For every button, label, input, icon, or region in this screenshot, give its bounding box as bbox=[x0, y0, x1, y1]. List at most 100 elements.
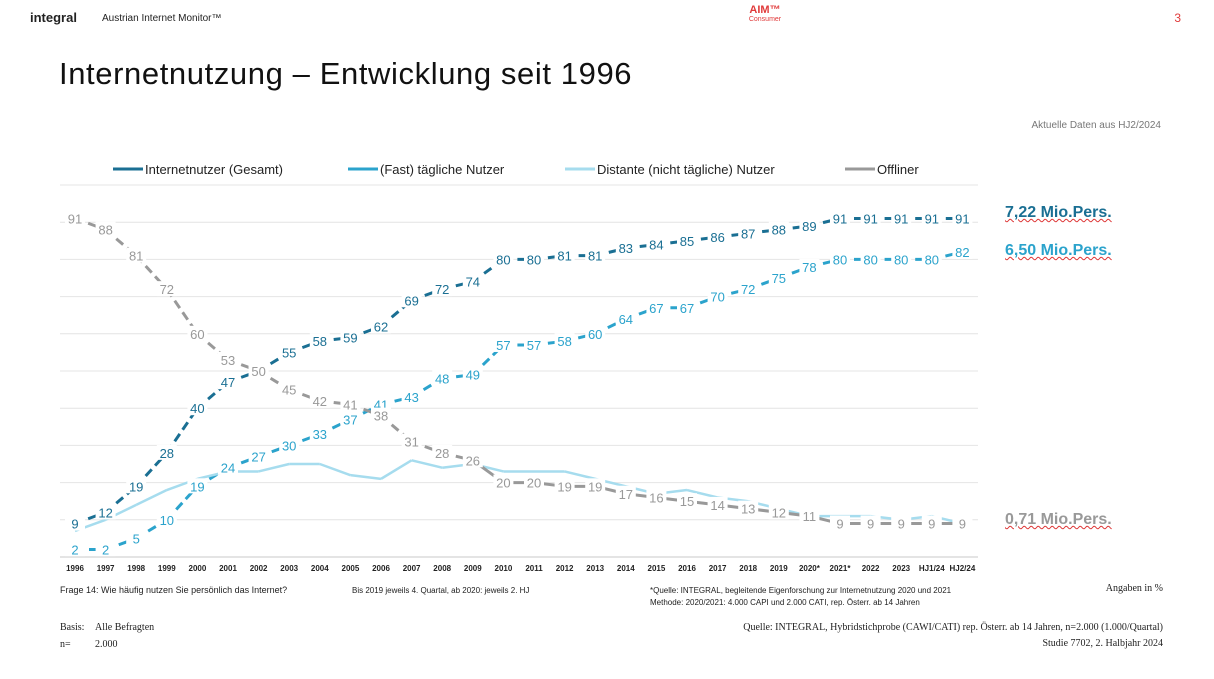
data-label: 72 bbox=[160, 282, 174, 297]
data-label: 70 bbox=[710, 290, 724, 305]
series-line-segment bbox=[319, 462, 351, 477]
data-label: 82 bbox=[955, 245, 969, 260]
series-line-segment bbox=[411, 459, 443, 469]
data-label-bg bbox=[738, 500, 759, 516]
data-label-bg bbox=[646, 489, 667, 505]
series-line-segment bbox=[564, 470, 596, 481]
x-tick-label: HJ1/24 bbox=[919, 564, 945, 573]
chart-legend: Internetnutzer (Gesamt) (Fast) tägliche N… bbox=[113, 162, 919, 177]
data-label: 27 bbox=[251, 450, 265, 465]
x-tick-label: 2023 bbox=[892, 564, 910, 573]
data-label-bg bbox=[615, 310, 636, 326]
data-label-bg bbox=[921, 515, 942, 531]
data-label: 43 bbox=[404, 390, 418, 405]
x-tick-label: 2001 bbox=[219, 564, 237, 573]
data-label: 91 bbox=[863, 211, 877, 226]
data-label: 62 bbox=[374, 319, 388, 334]
data-label-bg bbox=[309, 426, 330, 442]
data-label: 67 bbox=[649, 301, 663, 316]
data-label-bg bbox=[493, 474, 514, 490]
data-label: 50 bbox=[251, 364, 265, 379]
data-label-bg bbox=[554, 333, 575, 349]
data-label-bg bbox=[462, 273, 483, 289]
data-label: 48 bbox=[435, 371, 449, 386]
data-label: 74 bbox=[466, 275, 480, 290]
source-note-2: Methode: 2020/2021: 4.000 CAPI und 2.000… bbox=[650, 598, 920, 607]
x-tick-label: 1997 bbox=[97, 564, 115, 573]
data-label-bg bbox=[432, 370, 453, 386]
data-label-bg bbox=[218, 374, 238, 390]
data-label: 2 bbox=[102, 543, 109, 558]
data-label: 60 bbox=[190, 327, 204, 342]
series-line-segment bbox=[380, 459, 413, 480]
data-label: 49 bbox=[466, 368, 480, 383]
data-label-bg bbox=[279, 437, 300, 453]
data-label: 40 bbox=[190, 401, 204, 416]
data-label: 57 bbox=[527, 338, 541, 353]
data-label-bg bbox=[585, 247, 606, 263]
x-tick-label: 2005 bbox=[342, 564, 360, 573]
x-tick-label: 2018 bbox=[739, 564, 757, 573]
x-tick-label: 2017 bbox=[709, 564, 727, 573]
data-period-note: Aktuelle Daten aus HJ2/2024 bbox=[1031, 120, 1161, 131]
aim-logo-main: AIM™ bbox=[749, 4, 781, 16]
data-label-bg bbox=[401, 389, 422, 405]
question-text: Frage 14: Wie häufig nutzen Sie persönli… bbox=[60, 585, 288, 595]
brand-logo: integral bbox=[30, 10, 77, 25]
data-label-bg bbox=[952, 515, 973, 531]
data-label: 80 bbox=[496, 252, 510, 267]
data-label-bg bbox=[952, 243, 973, 259]
data-label: 9 bbox=[836, 517, 843, 532]
data-label: 14 bbox=[710, 498, 724, 513]
x-tick-label: 2019 bbox=[770, 564, 788, 573]
line-chart: Internetnutzer (Gesamt) (Fast) tägliche N… bbox=[60, 162, 978, 573]
data-label: 47 bbox=[221, 375, 235, 390]
data-label-bg bbox=[860, 251, 881, 267]
data-label: 9 bbox=[928, 517, 935, 532]
series-line-segment bbox=[135, 488, 168, 507]
data-label: 81 bbox=[588, 249, 602, 264]
data-label-bg bbox=[768, 221, 789, 237]
data-label: 80 bbox=[527, 252, 541, 267]
data-label-bg bbox=[248, 448, 269, 464]
data-label-bg bbox=[921, 210, 942, 226]
data-label: 55 bbox=[282, 345, 296, 360]
data-label-bg bbox=[677, 493, 697, 509]
data-label-bg bbox=[615, 240, 636, 256]
right-label-offliner: 0,71 Mio.Pers. bbox=[1005, 511, 1112, 528]
data-label-bg bbox=[65, 515, 85, 531]
data-label-bg bbox=[493, 336, 514, 352]
x-tick-label: 1996 bbox=[66, 564, 84, 573]
data-label-bg bbox=[554, 247, 575, 263]
data-label-bg bbox=[65, 210, 85, 226]
data-label: 67 bbox=[680, 301, 694, 316]
data-label-bg bbox=[860, 515, 881, 531]
data-label: 91 bbox=[955, 211, 969, 226]
data-label: 33 bbox=[313, 427, 327, 442]
x-tick-label: 2010 bbox=[495, 564, 513, 573]
data-label: 84 bbox=[649, 238, 663, 253]
data-label-bg bbox=[401, 433, 422, 449]
data-label: 81 bbox=[129, 249, 143, 264]
data-label: 88 bbox=[772, 223, 786, 238]
right-label-daily: 6,50 Mio.Pers. bbox=[1005, 242, 1112, 259]
data-label-bg bbox=[677, 232, 697, 248]
data-label-bg bbox=[95, 221, 116, 237]
x-tick-label: 1999 bbox=[158, 564, 176, 573]
x-tick-label: 2012 bbox=[556, 564, 574, 573]
data-label-bg bbox=[524, 251, 544, 267]
data-label: 19 bbox=[588, 479, 602, 494]
source-text: Quelle: INTEGRAL, Hybridstichprobe (CAWI… bbox=[743, 622, 1163, 633]
data-label: 81 bbox=[557, 249, 571, 264]
data-label-bg bbox=[156, 444, 177, 460]
data-label-bg bbox=[126, 478, 147, 494]
data-label: 9 bbox=[898, 517, 905, 532]
series-line-segment bbox=[686, 488, 718, 499]
slide-title: Internetnutzung – Entwicklung seit 1996 bbox=[59, 56, 633, 91]
x-tick-label: 2014 bbox=[617, 564, 635, 573]
data-label-bg bbox=[646, 236, 667, 252]
chart-grid bbox=[60, 184, 978, 558]
x-tick-label: 2003 bbox=[280, 564, 298, 573]
brand-subtitle: Austrian Internet Monitor™ bbox=[102, 13, 222, 24]
data-label-bg bbox=[707, 496, 728, 512]
